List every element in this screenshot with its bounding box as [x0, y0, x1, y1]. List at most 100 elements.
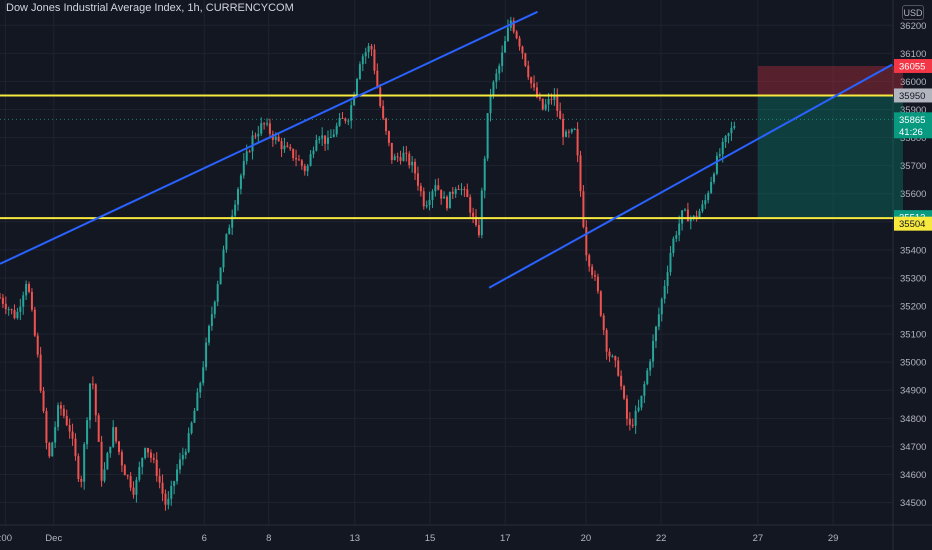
candle-body	[631, 424, 634, 426]
candle-body	[602, 315, 605, 331]
candle-body	[713, 173, 716, 182]
candle-body	[321, 135, 324, 139]
candle-body	[506, 27, 509, 42]
candle-body	[564, 131, 567, 137]
candle-body	[556, 95, 559, 111]
candle-body	[559, 110, 562, 119]
candle-body	[466, 189, 469, 198]
price-tag: 36055	[894, 58, 932, 73]
candle-body	[733, 126, 736, 128]
candle-body	[576, 128, 579, 156]
candle-body	[498, 65, 501, 74]
candle-body	[567, 131, 570, 133]
candle-body	[149, 452, 152, 458]
candle-body	[7, 309, 10, 311]
trendline[interactable]	[0, 10, 538, 265]
candle-body	[660, 298, 663, 315]
candle-body	[167, 498, 170, 505]
candle-body	[199, 383, 202, 393]
candle-body	[257, 133, 260, 137]
candle-body	[640, 395, 643, 408]
candle-body	[109, 446, 112, 454]
y-tick-label: 35100	[900, 330, 926, 341]
candle-body	[341, 117, 344, 119]
candle-body	[28, 284, 31, 292]
take-profit-zone[interactable]	[757, 95, 903, 219]
candle-body	[405, 152, 408, 154]
candle-body	[370, 46, 373, 50]
candle-body	[724, 135, 727, 142]
candle-body	[88, 383, 91, 421]
candle-body	[74, 438, 77, 457]
trendline[interactable]	[488, 63, 893, 289]
candle-body	[649, 361, 652, 371]
currency-button[interactable]: USD	[902, 5, 924, 20]
x-tick-label: 20	[581, 533, 592, 544]
candle-body	[306, 165, 309, 172]
candle-body	[1, 297, 4, 304]
candle-body	[460, 189, 463, 191]
candle-body	[704, 200, 707, 205]
price-tag-bg	[894, 58, 932, 73]
candle-body	[245, 151, 248, 162]
candle-body	[324, 135, 327, 144]
candle-body	[4, 303, 7, 310]
y-tick-label: 35400	[900, 245, 926, 256]
candle-body	[425, 205, 428, 207]
candle-body	[550, 98, 553, 100]
candle-body	[16, 311, 19, 319]
candle-body	[10, 309, 13, 311]
x-tick-label: 13	[349, 533, 360, 544]
candle-body	[283, 145, 286, 150]
candle-body	[335, 125, 338, 135]
candle-body	[521, 46, 524, 54]
candle-body	[292, 148, 295, 159]
candle-body	[718, 154, 721, 156]
candle-body	[42, 390, 45, 412]
candle-body	[280, 141, 283, 150]
y-tick-label: 36000	[900, 77, 926, 88]
x-tick-label: 29	[828, 533, 839, 544]
candle-body	[207, 326, 210, 343]
y-tick-label: 34600	[900, 470, 926, 481]
candle-body	[210, 314, 213, 327]
candle-body	[103, 469, 106, 481]
y-tick-label: 36200	[900, 21, 926, 32]
candle-body	[297, 159, 300, 161]
candle-body	[495, 73, 498, 83]
candle-body	[672, 238, 675, 253]
price-tag-bg	[894, 88, 932, 103]
candle-body	[533, 83, 536, 88]
candle-body	[408, 153, 411, 166]
candle-body	[596, 276, 599, 292]
candle-body	[588, 255, 591, 267]
candle-body	[268, 123, 271, 134]
candle-body	[68, 425, 71, 432]
price-tag: 35504	[894, 216, 932, 231]
candle-body	[382, 106, 385, 119]
countdown-label: 41:26	[899, 127, 923, 138]
candle-body	[379, 87, 382, 107]
x-tick-label: 27	[753, 533, 764, 544]
candle-body	[524, 53, 527, 66]
candle-body	[91, 383, 94, 385]
candle-body	[202, 367, 205, 384]
candle-body	[469, 197, 472, 213]
candle-body	[585, 227, 588, 256]
candle-body	[205, 342, 208, 368]
candle-body	[33, 309, 36, 336]
candle-body	[147, 448, 150, 453]
candle-body	[71, 431, 74, 439]
candle-body	[254, 135, 257, 137]
y-tick-label: 35700	[900, 161, 926, 172]
candle-body	[353, 94, 356, 106]
candle-body	[118, 441, 121, 453]
x-tick-label: Dec	[45, 533, 62, 544]
y-tick-label: 35300	[900, 273, 926, 284]
candle-body	[443, 196, 446, 199]
candle-body	[356, 79, 359, 95]
candle-body	[538, 97, 541, 99]
